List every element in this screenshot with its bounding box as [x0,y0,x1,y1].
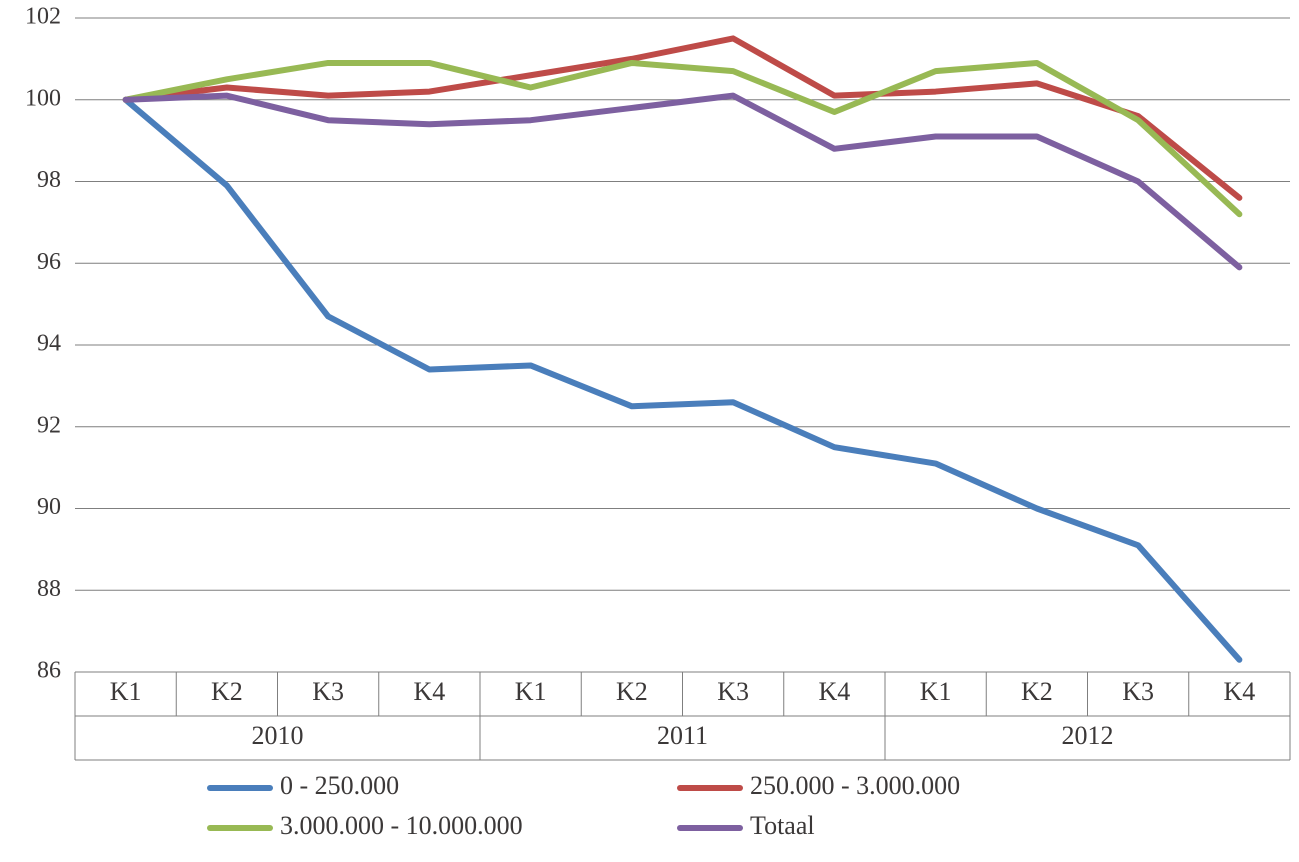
legend-label: 3.000.000 - 10.000.000 [280,811,523,840]
y-tick-label: 100 [25,85,61,111]
y-tick-label: 86 [37,658,61,684]
chart-svg: 86 88 90 92 94 96 98 100 102 K1 K2 K3 K4 K1 K2 K3 K4 K1 K2… [0,0,1299,862]
y-tick-label: 92 [37,412,61,438]
x-tick-quarter: K3 [1122,677,1154,706]
y-tick-label: 98 [37,167,61,193]
legend-label: Totaal [750,811,815,840]
legend-label: 250.000 - 3.000.000 [750,771,960,800]
x-tick-quarter: K1 [515,677,547,706]
x-tick-year: 2010 [252,721,304,750]
x-tick-quarter: K1 [920,677,952,706]
line-chart: 86 88 90 92 94 96 98 100 102 K1 K2 K3 K4 K1 K2 K3 K4 K1 K2… [0,0,1299,862]
x-tick-year: 2012 [1062,721,1114,750]
x-tick-quarter: K4 [413,677,445,706]
y-tick-label: 96 [37,249,61,275]
x-tick-quarter: K4 [1223,677,1255,706]
x-tick-quarter: K3 [717,677,749,706]
x-tick-quarter: K4 [818,677,850,706]
legend-label: 0 - 250.000 [280,771,399,800]
y-tick-label: 94 [37,331,61,357]
x-tick-year: 2011 [657,721,708,750]
x-tick-quarter: K2 [211,677,243,706]
x-tick-quarter: K3 [312,677,344,706]
y-tick-label: 102 [25,4,61,30]
y-tick-label: 90 [37,494,61,520]
x-tick-quarter: K2 [616,677,648,706]
x-tick-quarter: K2 [1021,677,1053,706]
y-tick-label: 88 [37,576,61,602]
x-tick-quarter: K1 [110,677,142,706]
